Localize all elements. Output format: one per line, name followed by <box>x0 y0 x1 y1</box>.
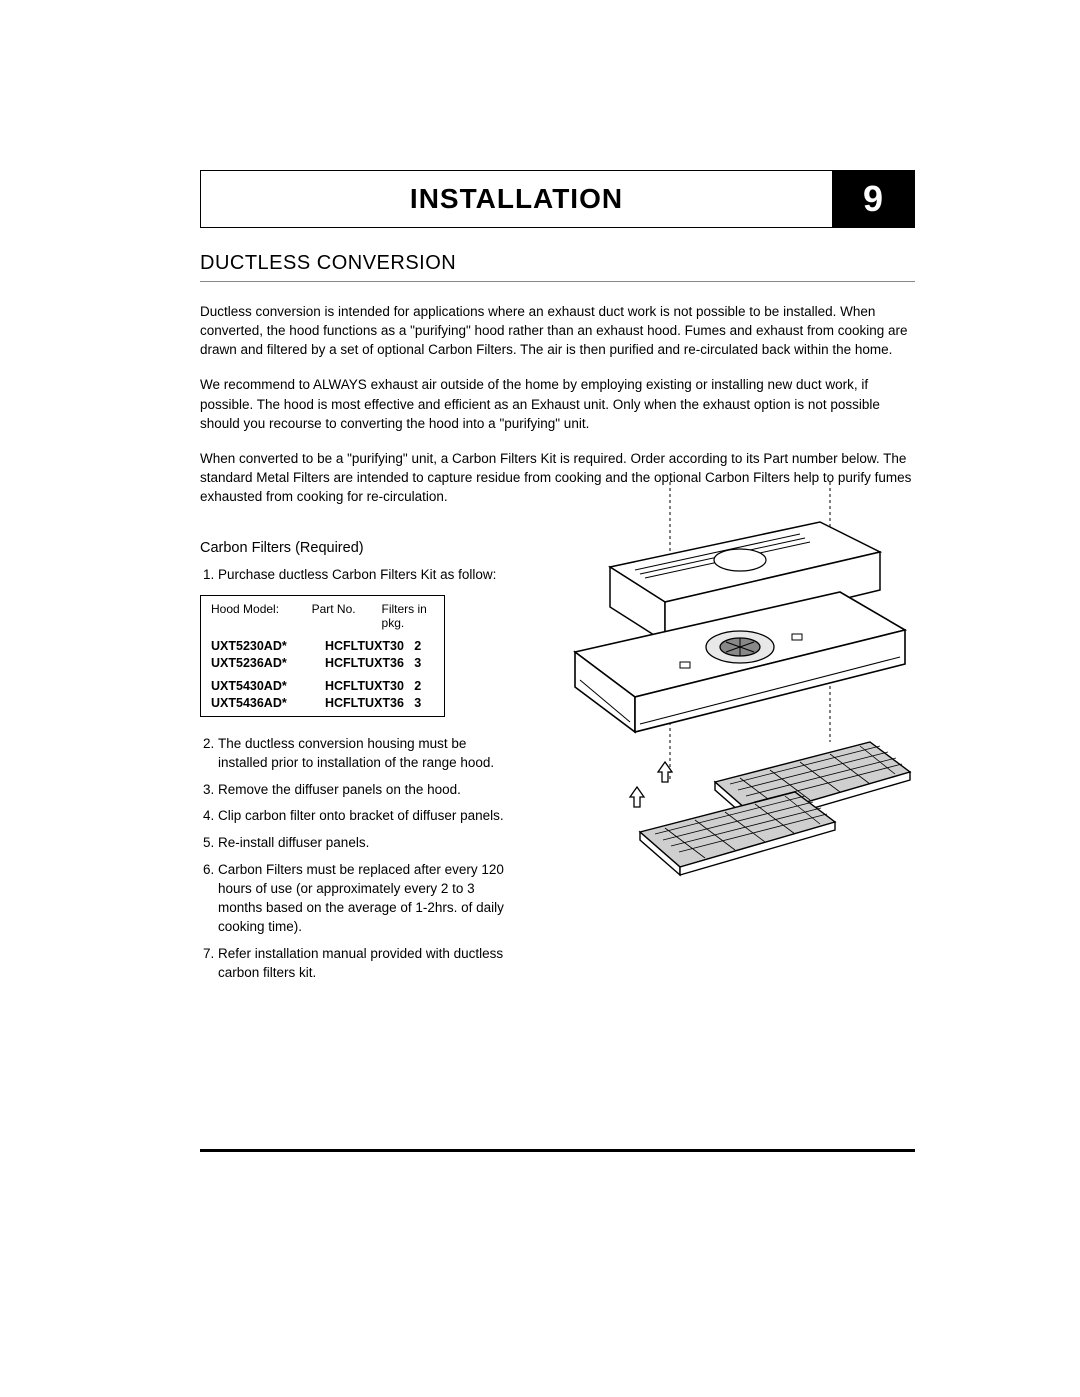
header-page-number: 9 <box>832 171 914 227</box>
carbon-filters-subheading: Carbon Filters (Required) <box>200 540 510 556</box>
left-column: Carbon Filters (Required) Purchase ductl… <box>200 522 510 990</box>
steps-list-continued: The ductless conversion housing must be … <box>200 735 510 983</box>
cell-model: UXT5236AD* <box>211 655 325 672</box>
cell-qty: 2 <box>414 678 434 695</box>
cell-part: HCFLTUXT36 <box>325 655 414 672</box>
table-group-2: UXT5430AD* HCFLTUXT30 2 UXT5436AD* HCFLT… <box>211 678 434 712</box>
section-divider <box>200 281 915 282</box>
step-6: Carbon Filters must be replaced after ev… <box>218 861 510 937</box>
table-header-row: Hood Model: Part No. Filters in pkg. <box>211 602 434 630</box>
filter-table: Hood Model: Part No. Filters in pkg. UXT… <box>200 595 445 717</box>
step-7: Refer installation manual provided with … <box>218 945 510 983</box>
cell-qty: 3 <box>414 695 434 712</box>
table-header-qty: Filters in pkg. <box>382 602 434 630</box>
step-1: Purchase ductless Carbon Filters Kit as … <box>218 566 510 585</box>
header-title: INSTALLATION <box>201 171 832 227</box>
cell-part: HCFLTUXT30 <box>325 638 414 655</box>
paragraph-1: Ductless conversion is intended for appl… <box>200 302 915 359</box>
section-heading: DUCTLESS CONVERSION <box>200 252 915 275</box>
paragraph-2: We recommend to ALWAYS exhaust air outsi… <box>200 375 915 432</box>
installation-diagram <box>540 482 920 912</box>
right-column <box>540 522 920 990</box>
cell-model: UXT5230AD* <box>211 638 325 655</box>
table-header-model: Hood Model: <box>211 602 312 630</box>
step-2: The ductless conversion housing must be … <box>218 735 510 773</box>
steps-list: Purchase ductless Carbon Filters Kit as … <box>200 566 510 585</box>
step-4: Clip carbon filter onto bracket of diffu… <box>218 807 510 826</box>
step-3: Remove the diffuser panels on the hood. <box>218 781 510 800</box>
cell-model: UXT5436AD* <box>211 695 325 712</box>
table-row: UXT5436AD* HCFLTUXT36 3 <box>211 695 434 712</box>
table-header-part: Part No. <box>312 602 382 630</box>
table-group-1: UXT5230AD* HCFLTUXT30 2 UXT5236AD* HCFLT… <box>211 638 434 672</box>
cell-part: HCFLTUXT30 <box>325 678 414 695</box>
cell-part: HCFLTUXT36 <box>325 695 414 712</box>
table-row: UXT5230AD* HCFLTUXT30 2 <box>211 638 434 655</box>
page-container: INSTALLATION 9 DUCTLESS CONVERSION Ductl… <box>0 0 1080 1397</box>
two-column-region: Carbon Filters (Required) Purchase ductl… <box>200 522 915 990</box>
bottom-rule <box>200 1149 915 1152</box>
cell-qty: 3 <box>414 655 434 672</box>
step-5: Re-install diffuser panels. <box>218 834 510 853</box>
cell-qty: 2 <box>414 638 434 655</box>
table-row: UXT5236AD* HCFLTUXT36 3 <box>211 655 434 672</box>
header-row: INSTALLATION 9 <box>200 170 915 228</box>
table-row: UXT5430AD* HCFLTUXT30 2 <box>211 678 434 695</box>
cell-model: UXT5430AD* <box>211 678 325 695</box>
